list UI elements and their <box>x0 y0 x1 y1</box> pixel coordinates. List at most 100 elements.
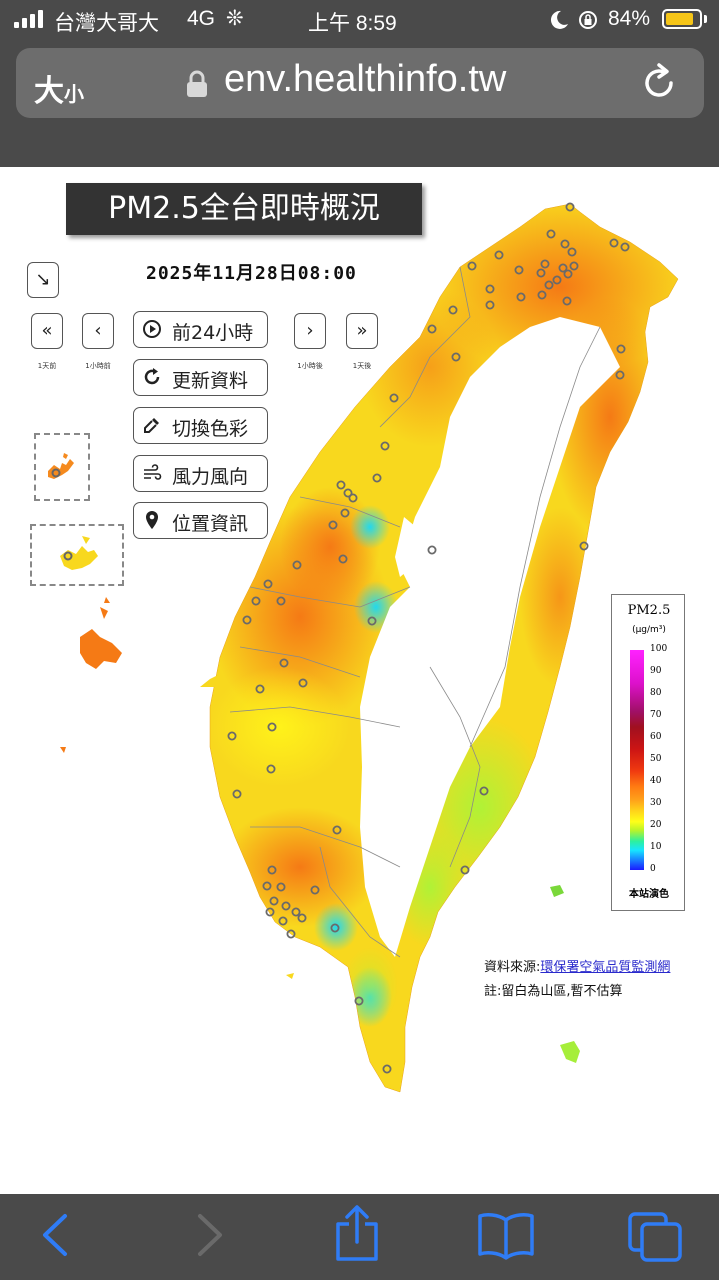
station-marker[interactable] <box>298 678 308 688</box>
station-marker[interactable] <box>451 352 461 362</box>
station-marker[interactable] <box>340 508 350 518</box>
station-marker[interactable] <box>286 929 296 939</box>
station-marker[interactable] <box>262 881 272 891</box>
station-marker[interactable] <box>332 825 342 835</box>
station-marker[interactable] <box>292 560 302 570</box>
station-marker[interactable] <box>328 520 338 530</box>
day-back-label: 1天前 <box>37 362 57 370</box>
matsu-inset[interactable] <box>30 524 124 586</box>
fullscreen-button[interactable]: ↘ <box>27 262 59 298</box>
station-marker[interactable] <box>276 596 286 606</box>
station-marker[interactable] <box>609 238 619 248</box>
reload-icon[interactable] <box>638 62 680 104</box>
station-marker[interactable] <box>616 344 626 354</box>
color-switch-button[interactable]: 切換色彩 <box>133 407 268 444</box>
station-marker[interactable] <box>448 305 458 315</box>
station-marker[interactable] <box>267 865 277 875</box>
station-marker[interactable] <box>227 731 237 741</box>
station-marker[interactable] <box>380 441 390 451</box>
station-marker[interactable] <box>338 554 348 564</box>
pm25-legend: PM2.5 (μg/m³) 100 90 80 70 60 50 40 30 20 10 0 本站演… <box>611 594 685 911</box>
station-marker[interactable] <box>255 684 265 694</box>
station-marker[interactable] <box>251 596 261 606</box>
lock-icon <box>187 70 207 97</box>
legend-tick: 50 <box>650 754 662 764</box>
station-marker[interactable] <box>330 923 340 933</box>
color-switch-label: 切換色彩 <box>172 418 249 440</box>
station-marker[interactable] <box>546 229 556 239</box>
station-marker[interactable] <box>242 615 252 625</box>
station-marker[interactable] <box>263 579 273 589</box>
station-marker[interactable] <box>336 480 346 490</box>
station-marker[interactable] <box>372 473 382 483</box>
island-liuqiu <box>286 973 294 979</box>
station-marker[interactable] <box>266 764 276 774</box>
kinmen-inset[interactable] <box>34 433 90 501</box>
station-marker[interactable] <box>479 786 489 796</box>
station-marker[interactable] <box>565 202 575 212</box>
refresh-button[interactable]: 更新資料 <box>133 359 268 396</box>
station-marker[interactable] <box>552 275 562 285</box>
station-marker[interactable] <box>494 250 504 260</box>
station-marker[interactable] <box>514 265 524 275</box>
station-marker[interactable] <box>276 882 286 892</box>
hour-forward-button[interactable]: › <box>294 313 326 349</box>
station-marker[interactable] <box>427 545 437 555</box>
hour-back-button[interactable]: ‹ <box>82 313 114 349</box>
station-markers <box>227 202 630 1074</box>
bookmarks-icon[interactable] <box>476 1210 536 1260</box>
station-marker[interactable] <box>232 789 242 799</box>
station-marker[interactable] <box>516 292 526 302</box>
wind-button[interactable]: 風力風向 <box>133 455 268 492</box>
station-marker[interactable] <box>562 296 572 306</box>
station-marker[interactable] <box>291 907 301 917</box>
station-marker[interactable] <box>310 885 320 895</box>
station-marker[interactable] <box>579 541 589 551</box>
station-marker[interactable] <box>485 300 495 310</box>
source-link[interactable]: 環保署空氣品質監測網 <box>540 960 671 975</box>
play-24h-button[interactable]: 前24小時 <box>133 311 268 348</box>
station-marker[interactable] <box>615 370 625 380</box>
station-marker[interactable] <box>567 247 577 257</box>
day-back-button[interactable]: « <box>31 313 63 349</box>
station-marker[interactable] <box>281 901 291 911</box>
url-text[interactable]: env.healthinfo.tw <box>224 58 507 100</box>
station-marker[interactable] <box>563 269 573 279</box>
station-marker[interactable] <box>558 263 568 273</box>
station-marker[interactable] <box>348 493 358 503</box>
island-tiny <box>60 747 66 753</box>
station-marker[interactable] <box>427 324 437 334</box>
day-forward-button[interactable]: » <box>346 313 378 349</box>
location-button[interactable]: 位置資訊 <box>133 502 268 539</box>
arrow-diagonal-icon: ↘ <box>35 269 51 290</box>
station-marker[interactable] <box>467 261 477 271</box>
station-marker[interactable] <box>354 996 364 1006</box>
station-marker[interactable] <box>537 290 547 300</box>
station-marker[interactable] <box>560 239 570 249</box>
station-marker[interactable] <box>569 261 579 271</box>
legend-tick: 90 <box>650 666 662 676</box>
station-marker[interactable] <box>620 242 630 252</box>
station-marker[interactable] <box>540 259 550 269</box>
station-marker[interactable] <box>269 896 279 906</box>
station-marker[interactable] <box>544 280 554 290</box>
station-marker[interactable] <box>536 268 546 278</box>
back-icon[interactable] <box>31 1210 81 1260</box>
pm25-map[interactable] <box>0 167 719 1194</box>
share-icon[interactable] <box>332 1204 382 1262</box>
station-marker[interactable] <box>485 284 495 294</box>
station-marker[interactable] <box>265 907 275 917</box>
station-marker[interactable] <box>382 1064 392 1074</box>
data-datetime: 2025年11月28日08:00 <box>146 263 357 284</box>
text-size-button[interactable]: 大小 <box>34 66 84 110</box>
station-marker[interactable] <box>460 865 470 875</box>
station-marker[interactable] <box>343 488 353 498</box>
station-marker[interactable] <box>367 616 377 626</box>
station-marker[interactable] <box>279 658 289 668</box>
station-marker[interactable] <box>267 722 277 732</box>
tabs-icon[interactable] <box>626 1210 684 1264</box>
station-marker[interactable] <box>297 913 307 923</box>
address-bar[interactable]: 大小 env.healthinfo.tw <box>16 48 704 118</box>
station-marker[interactable] <box>278 916 288 926</box>
station-marker[interactable] <box>389 393 399 403</box>
